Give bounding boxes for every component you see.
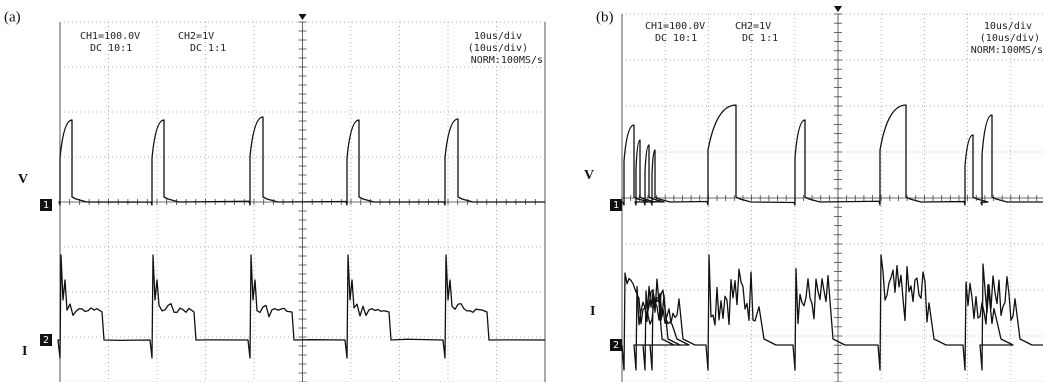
timebase-sub: (10us/div) xyxy=(980,33,1040,44)
current-trace xyxy=(622,255,1043,370)
ch1-setting: CH1=100.0V xyxy=(80,31,140,42)
channel-marker: 2 xyxy=(43,335,49,346)
channel-marker: 2 xyxy=(613,340,619,351)
trace-label: I xyxy=(590,304,595,319)
trigger-marker xyxy=(299,14,307,20)
trace-label: V xyxy=(18,172,28,187)
ch2-setting: CH2=1V xyxy=(735,21,771,32)
trace-label: V xyxy=(584,168,594,183)
panel-label: (a) xyxy=(4,9,21,25)
ch1-coupling: DC 10:1 xyxy=(655,33,697,44)
ch1-coupling: DC 10:1 xyxy=(90,43,132,54)
trigger-marker xyxy=(834,6,842,12)
ch1-setting: CH1=100.0V xyxy=(645,21,705,32)
trace-label: I xyxy=(22,344,27,359)
ch2-coupling: DC 1:1 xyxy=(742,33,778,44)
timebase-sub: (10us/div) xyxy=(468,43,528,54)
figure: (a)CH1=100.0VDC 10:1CH2=1VDC 1:110us/div… xyxy=(0,0,1043,382)
page: (a)CH1=100.0VDC 10:1CH2=1VDC 1:110us/div… xyxy=(0,0,1043,382)
ch2-coupling: DC 1:1 xyxy=(190,43,226,54)
ch2-setting: CH2=1V xyxy=(178,31,214,42)
acq-mode: NORM:100MS/s xyxy=(971,45,1043,56)
timebase: 10us/div xyxy=(474,31,522,42)
panel-label: (b) xyxy=(596,9,614,25)
channel-marker: 1 xyxy=(613,200,619,211)
channel-marker: 1 xyxy=(43,200,49,211)
timebase: 10us/div xyxy=(984,21,1032,32)
acq-mode: NORM:100MS/s xyxy=(471,55,543,66)
current-trace xyxy=(58,255,545,358)
voltage-trace xyxy=(622,105,1043,205)
